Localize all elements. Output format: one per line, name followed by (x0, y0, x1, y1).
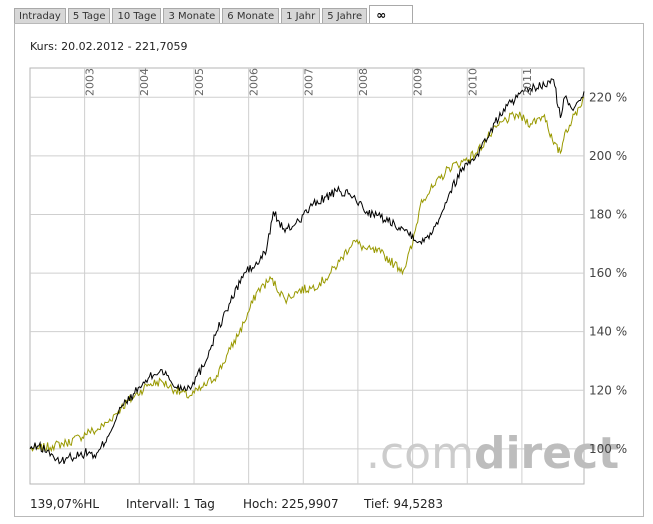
chart-grid (29, 67, 585, 485)
x-tick-label: 2008 (357, 68, 370, 96)
watermark-com: .com (366, 428, 474, 479)
current-price-label: Kurs: 20.02.2012 - 221,7059 (30, 40, 188, 53)
watermark-direct: direct (474, 428, 619, 479)
high-value: Hoch: 225,9907 (243, 497, 339, 511)
x-tick-label: 2010 (466, 68, 479, 96)
x-tick-label: 2011 (521, 68, 534, 96)
y-tick-label: 220 % (589, 90, 627, 104)
tab-3-monate[interactable]: 3 Monate (163, 8, 221, 24)
x-tick-label: 2003 (84, 68, 97, 96)
low-value: Tief: 94,5283 (364, 497, 443, 511)
tab-5-jahre[interactable]: 5 Jahre (322, 8, 368, 24)
plot-border (29, 67, 585, 485)
watermark-text: .comdirect (366, 428, 619, 479)
x-tick-label: 2005 (193, 68, 206, 96)
interval-value: Intervall: 1 Tag (126, 497, 215, 511)
x-tick-label: 2006 (248, 68, 261, 96)
tab-5-tage[interactable]: 5 Tage (67, 8, 111, 24)
performance-value: 139,07%HL (30, 497, 100, 511)
y-tick-label: 120 % (589, 383, 627, 397)
x-tick-label: 2009 (412, 68, 425, 96)
tab-intraday[interactable]: Intraday (14, 8, 66, 24)
tab-all[interactable]: ∞ (369, 5, 414, 24)
tab-6-monate[interactable]: 6 Monate (222, 8, 280, 24)
comdirect-watermark: .comdirect (366, 428, 619, 479)
chart-series (29, 78, 585, 465)
chart-axis-labels: 100 % 120 % 140 % 160 % 180 % 200 % 220 % 2003 2… (84, 68, 628, 456)
timeframe-tabs: Intraday 5 Tage 10 Tage 3 Monate 6 Monate 1 J… (14, 5, 415, 24)
y-tick-label: 160 % (589, 266, 627, 280)
y-tick-label: 200 % (589, 149, 627, 163)
chart-frame (14, 23, 644, 517)
series-line (29, 78, 585, 465)
y-tick-label: 180 % (589, 207, 627, 221)
series-line (29, 96, 585, 453)
y-tick-label: 100 % (589, 442, 627, 456)
tab-10-tage[interactable]: 10 Tage (112, 8, 162, 24)
y-tick-label: 140 % (589, 325, 627, 339)
x-tick-label: 2007 (302, 68, 315, 96)
x-tick-label: 2004 (138, 68, 151, 96)
tab-1-jahr[interactable]: 1 Jahr (281, 8, 321, 24)
